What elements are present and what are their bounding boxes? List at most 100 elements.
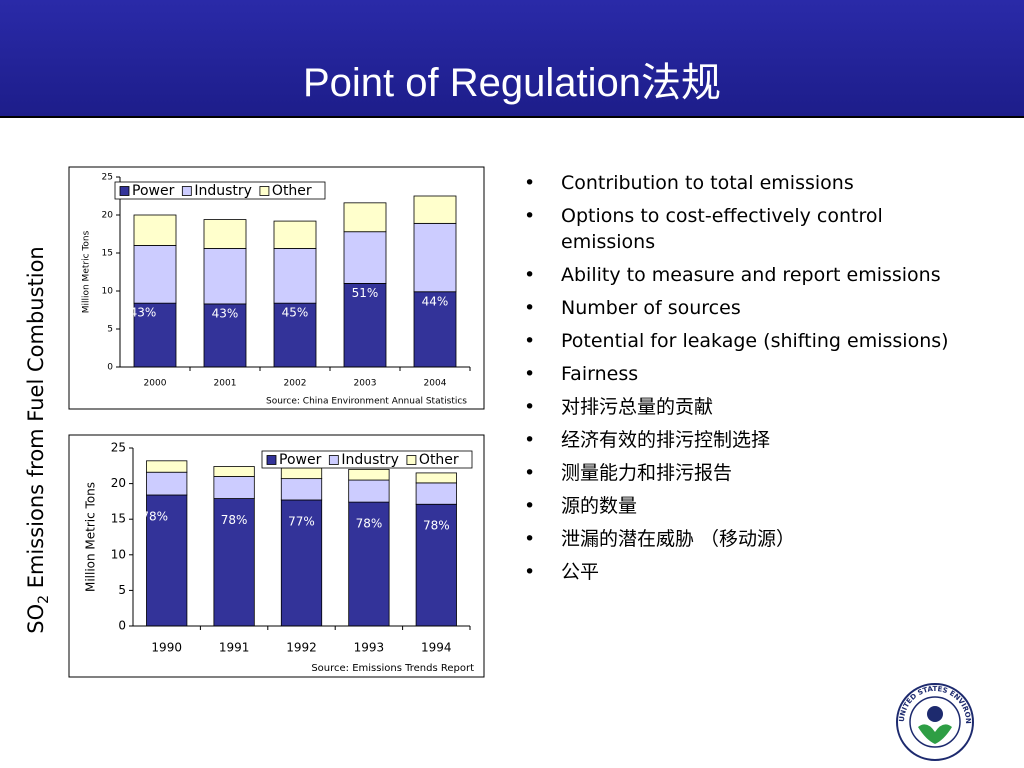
bar-segment	[203, 219, 247, 249]
bullet: 公平	[520, 559, 980, 585]
bar-segment	[273, 248, 317, 304]
bar-segment	[213, 476, 255, 499]
bar-segment	[133, 302, 177, 368]
china-flag	[73, 377, 107, 404]
legend-box	[261, 450, 473, 469]
bar-segment	[343, 282, 387, 368]
chart-frame	[68, 434, 485, 678]
bar-segment	[133, 244, 177, 304]
share-label: 51%	[352, 286, 379, 300]
y-tick-label: 15	[102, 249, 113, 259]
bar-segment	[146, 471, 188, 496]
bar-segment	[415, 503, 457, 627]
share-label: 78%	[221, 513, 248, 527]
us-flag	[76, 636, 122, 670]
bullet: Contribution to total emissions	[520, 170, 980, 196]
source-note: Source: Emissions Trends Report	[311, 663, 474, 674]
x-tick-label: 2001	[214, 379, 237, 389]
share-label: 43%	[130, 306, 157, 320]
share-label: 44%	[422, 294, 449, 308]
x-tick-label: 2004	[424, 379, 447, 389]
y-tick-label: 0	[118, 619, 126, 633]
bar-segment	[413, 195, 457, 224]
x-tick-label: 1991	[219, 641, 250, 655]
bullet: 对排污总量的贡献	[520, 394, 980, 420]
legend-swatch	[266, 455, 277, 465]
bar-segment	[280, 478, 323, 501]
side-label-main: SO	[23, 603, 48, 634]
slide-title: Point of Regulation法规	[302, 61, 721, 105]
share-label: 78%	[141, 509, 168, 523]
x-tick-label: 1993	[354, 641, 385, 655]
y-tick-label: 20	[102, 211, 114, 221]
y-tick-label: 10	[102, 287, 114, 297]
bar-segment	[348, 479, 390, 503]
share-label: 78%	[423, 519, 450, 533]
x-tick-label: 1990	[151, 641, 182, 655]
x-tick-label: 2003	[354, 379, 377, 389]
bar-segment	[280, 499, 323, 627]
bullet: 源的数量	[520, 493, 980, 519]
legend-swatch	[328, 455, 339, 465]
bar-segment	[146, 460, 188, 473]
header	[0, 0, 1024, 118]
bar-segment	[273, 302, 317, 368]
share-label: 78%	[356, 517, 383, 531]
bullet: Number of sources	[520, 295, 980, 321]
y-tick-label: 15	[111, 512, 126, 526]
x-tick-label: 2002	[284, 379, 307, 389]
bar-segment	[203, 248, 247, 305]
legend-swatch	[119, 186, 130, 196]
bar-segment	[343, 231, 387, 284]
bar-segment	[273, 220, 317, 249]
share-label: 45%	[282, 306, 309, 320]
legend-label: Power	[279, 452, 322, 468]
bar-segment	[348, 468, 390, 481]
legend-swatch	[406, 455, 417, 465]
x-tick-label: 1992	[286, 641, 317, 655]
bar-segment	[213, 466, 255, 477]
legend-label: Industry	[341, 452, 399, 468]
y-tick-label: 10	[111, 547, 126, 561]
bar-segment	[203, 303, 247, 368]
bar-segment	[413, 222, 457, 293]
bar-segment	[348, 501, 390, 627]
bar-segment	[415, 472, 457, 484]
bar-segment	[415, 482, 457, 505]
legend-label: Other	[272, 183, 312, 199]
bullet: Ability to measure and report emissions	[520, 262, 980, 288]
bullet: Fairness	[520, 361, 980, 387]
bullet: 经济有效的排污控制选择	[520, 427, 980, 453]
x-tick-label: 2000	[144, 379, 167, 389]
side-label-sub: 2	[36, 594, 53, 604]
legend-box	[114, 181, 326, 200]
bullet: Potential for leakage (shifting emission…	[520, 328, 980, 354]
flag-star	[74, 380, 84, 389]
bullet: 测量能力和排污报告	[520, 460, 980, 486]
y-tick-label: 5	[107, 325, 113, 335]
x-tick-label: 1994	[421, 641, 452, 655]
share-label: 43%	[212, 306, 239, 320]
bar-segment	[280, 467, 323, 480]
source-note: Source: China Environment Annual Statist…	[266, 397, 467, 407]
share-label: 77%	[288, 514, 315, 528]
bar-segment	[413, 291, 457, 368]
y-axis-label: Million Metric Tons	[82, 230, 92, 313]
chart-frame	[68, 166, 485, 410]
bar-segment	[213, 498, 255, 627]
bullet: Options to cost-effectively control emis…	[520, 203, 980, 255]
y-tick-label: 20	[111, 476, 126, 490]
y-tick-label: 25	[111, 441, 126, 455]
legend-swatch	[259, 186, 270, 196]
legend-label: Power	[132, 183, 175, 199]
legend-label: Industry	[194, 183, 252, 199]
side-label-rest: Emissions from Fuel Combustion	[23, 246, 48, 595]
bullet-list: Contribution to total emissions Options t…	[520, 170, 980, 592]
y-axis-label: Million Metric Tons	[84, 482, 98, 592]
legend-label: Other	[419, 452, 459, 468]
y-tick-label: 0	[107, 363, 113, 373]
bar-segment	[146, 494, 188, 627]
bullet: 泄漏的潜在威胁 （移动源）	[520, 526, 980, 552]
side-label: SO2 Emissions from Fuel Combustion	[24, 246, 52, 634]
